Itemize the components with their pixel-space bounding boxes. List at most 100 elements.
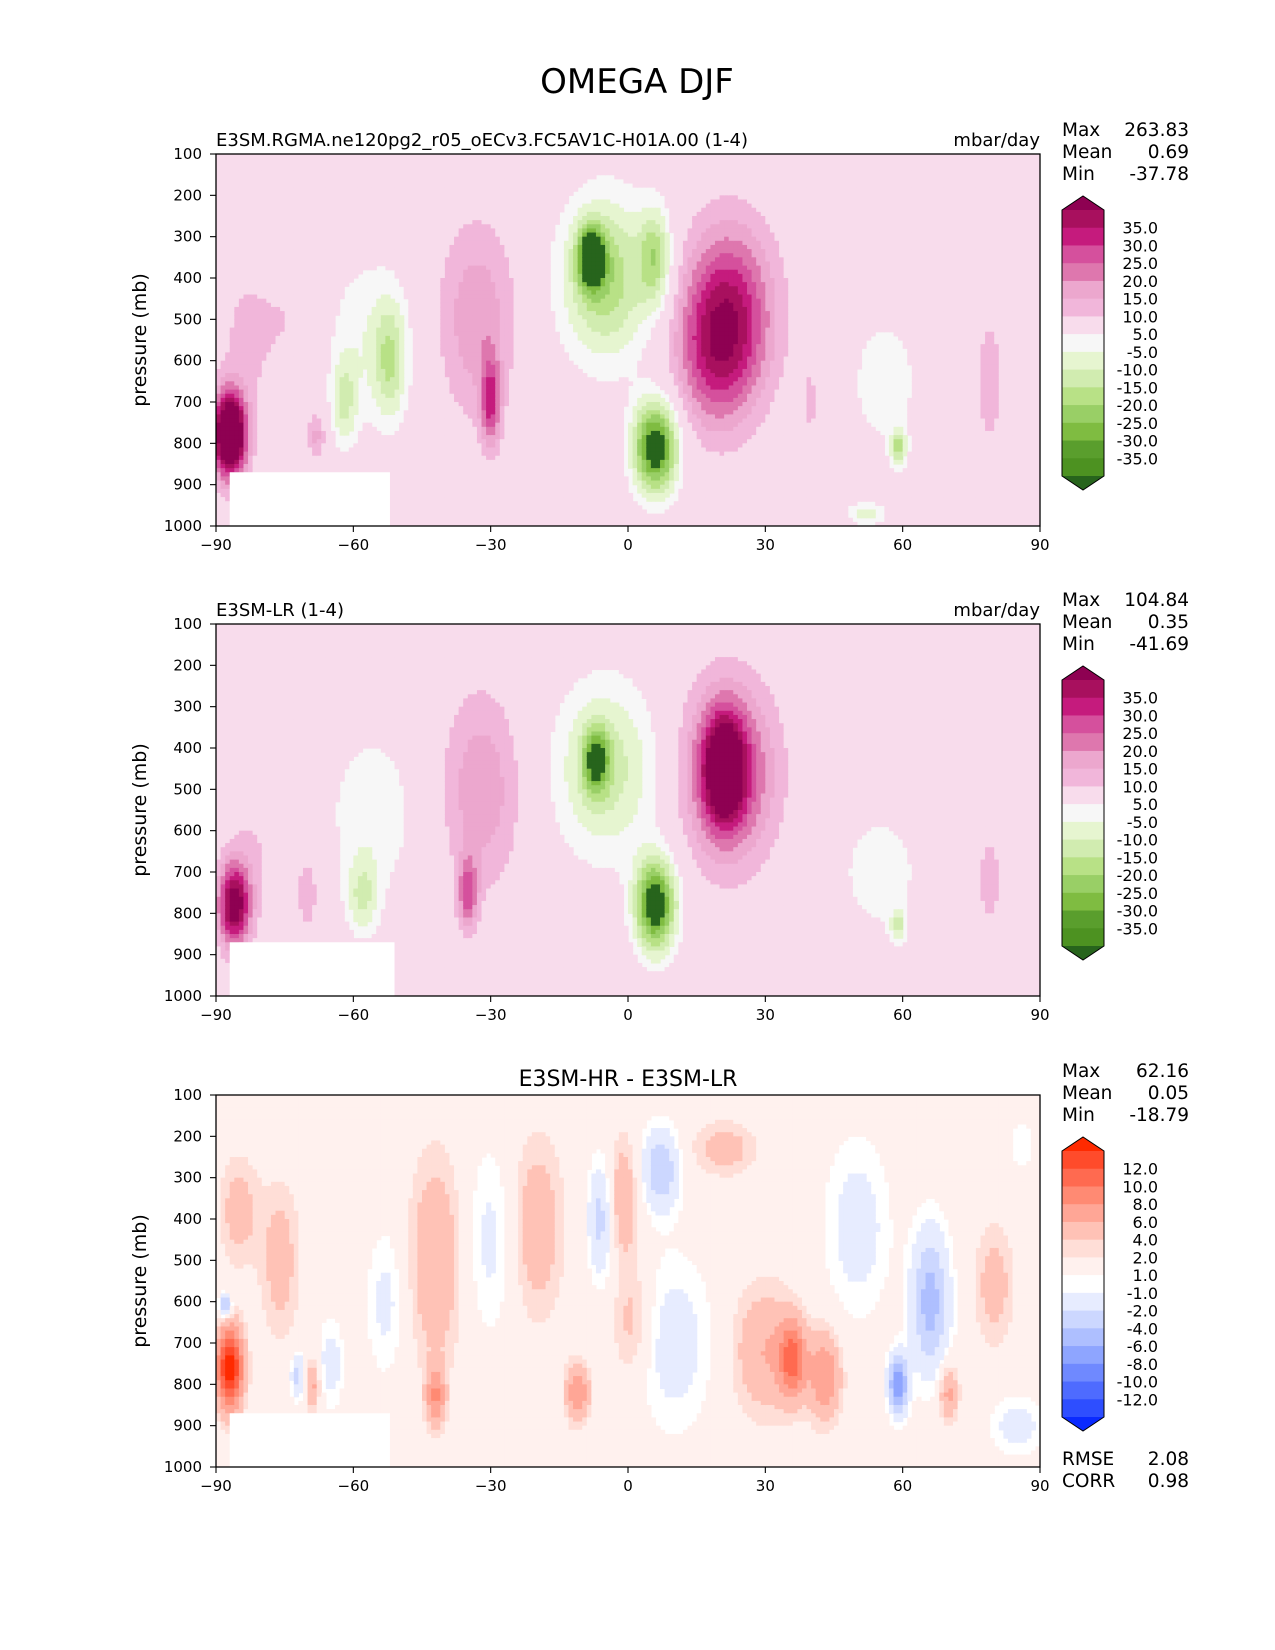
field-cell: [225, 414, 231, 420]
field-cell: [422, 459, 428, 465]
field-cell: [335, 240, 341, 246]
field-cell: [472, 476, 478, 482]
field-cell: [348, 191, 354, 196]
field-cell: [216, 484, 222, 490]
field-cell: [463, 216, 469, 221]
field-cell: [362, 207, 368, 213]
field-cell: [380, 216, 386, 221]
field-cell: [225, 278, 231, 283]
field-cell: [444, 422, 451, 428]
field-cell: [243, 344, 249, 349]
field-cell: [385, 195, 391, 201]
field-cell: [344, 158, 350, 163]
field-cell: [339, 377, 345, 382]
field-cell: [440, 439, 446, 444]
field-cell: [289, 435, 295, 440]
field-cell: [284, 178, 290, 184]
field-cell: [426, 315, 432, 320]
field-cell: [371, 232, 377, 238]
field-cell: [467, 261, 473, 267]
field-cell: [307, 464, 313, 469]
field-cell: [394, 220, 400, 225]
field-cell: [412, 294, 419, 300]
field-cell: [261, 335, 267, 341]
field-cell: [476, 265, 483, 271]
field-cell: [431, 273, 437, 279]
field-cell: [270, 199, 277, 205]
field-cell: [270, 311, 277, 316]
field-cell: [444, 278, 451, 283]
field-cell: [412, 195, 419, 201]
field-cell: [385, 240, 391, 246]
field-cell: [243, 236, 249, 242]
field-cell: [298, 468, 304, 473]
field-cell: [467, 406, 473, 411]
field-cell: [435, 228, 441, 234]
field-cell: [225, 497, 231, 502]
field-cell: [362, 360, 368, 366]
field-cell: [454, 430, 460, 436]
field-cell: [431, 360, 437, 366]
field-cell: [248, 166, 254, 172]
field-cell: [248, 228, 254, 234]
field-cell: [454, 244, 460, 250]
field-cell: [440, 373, 446, 378]
field-cell: [472, 236, 478, 242]
field-cell: [330, 273, 336, 279]
field-cell: [252, 455, 258, 461]
field-cell: [362, 216, 368, 221]
field-cell: [225, 306, 231, 312]
field-cell: [229, 232, 235, 238]
field-cell: [252, 236, 258, 242]
field-cell: [422, 430, 428, 436]
field-cell: [435, 360, 441, 366]
field-cell: [412, 377, 419, 382]
field-cell: [248, 273, 254, 279]
field-cell: [252, 352, 258, 358]
field-cell: [339, 220, 345, 225]
field-cell: [422, 497, 428, 502]
field-cell: [389, 236, 396, 242]
field-cell: [243, 410, 249, 415]
field-cell: [385, 331, 391, 337]
field-cell: [275, 455, 281, 461]
field-cell: [316, 166, 322, 172]
field-cell: [353, 207, 359, 213]
field-cell: [417, 476, 423, 482]
field-cell: [476, 406, 483, 411]
field-cell: [325, 211, 332, 217]
field-cell: [431, 517, 437, 523]
field-cell: [440, 464, 446, 469]
field-cell: [403, 521, 409, 526]
field-cell: [476, 472, 483, 477]
field-cell: [302, 377, 309, 382]
field-cell: [426, 273, 432, 279]
field-cell: [270, 364, 277, 370]
field-cell: [275, 211, 281, 217]
field-cell: [367, 315, 373, 320]
field-cell: [289, 311, 295, 316]
field-cell: [376, 464, 382, 469]
field-cell: [463, 331, 469, 337]
field-cell: [476, 513, 483, 519]
field-cell: [270, 435, 277, 440]
field-cell: [353, 228, 359, 234]
field-cell: [467, 249, 473, 254]
field-cell: [476, 203, 483, 209]
field-cell: [293, 340, 299, 345]
field-cell: [422, 306, 428, 312]
field-cell: [348, 348, 354, 353]
field-cell: [266, 211, 272, 217]
field-cell: [270, 455, 277, 461]
field-cell: [325, 302, 332, 308]
field-cell: [394, 397, 400, 403]
field-cell: [486, 211, 492, 217]
field-cell: [426, 319, 432, 325]
field-cell: [394, 327, 400, 333]
field-cell: [463, 257, 469, 263]
field-cell: [335, 244, 341, 250]
field-cell: [389, 406, 396, 411]
field-cell: [289, 360, 295, 366]
field-cell: [243, 294, 249, 300]
field-cell: [367, 360, 373, 366]
